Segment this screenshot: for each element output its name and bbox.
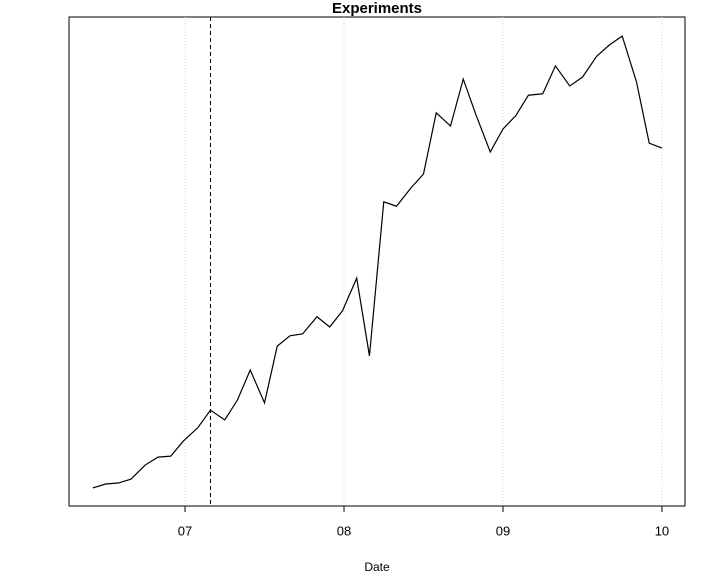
- plot-frame: [68, 16, 686, 507]
- x-axis-label: Date: [364, 560, 390, 574]
- line: [92, 35, 663, 489]
- x-tick-label: 08: [337, 523, 351, 538]
- chart-title: Experiments: [332, 0, 422, 17]
- x-tick-label: 09: [496, 523, 510, 538]
- x-tick-label: 07: [178, 523, 192, 538]
- x-tick-label: 10: [655, 523, 669, 538]
